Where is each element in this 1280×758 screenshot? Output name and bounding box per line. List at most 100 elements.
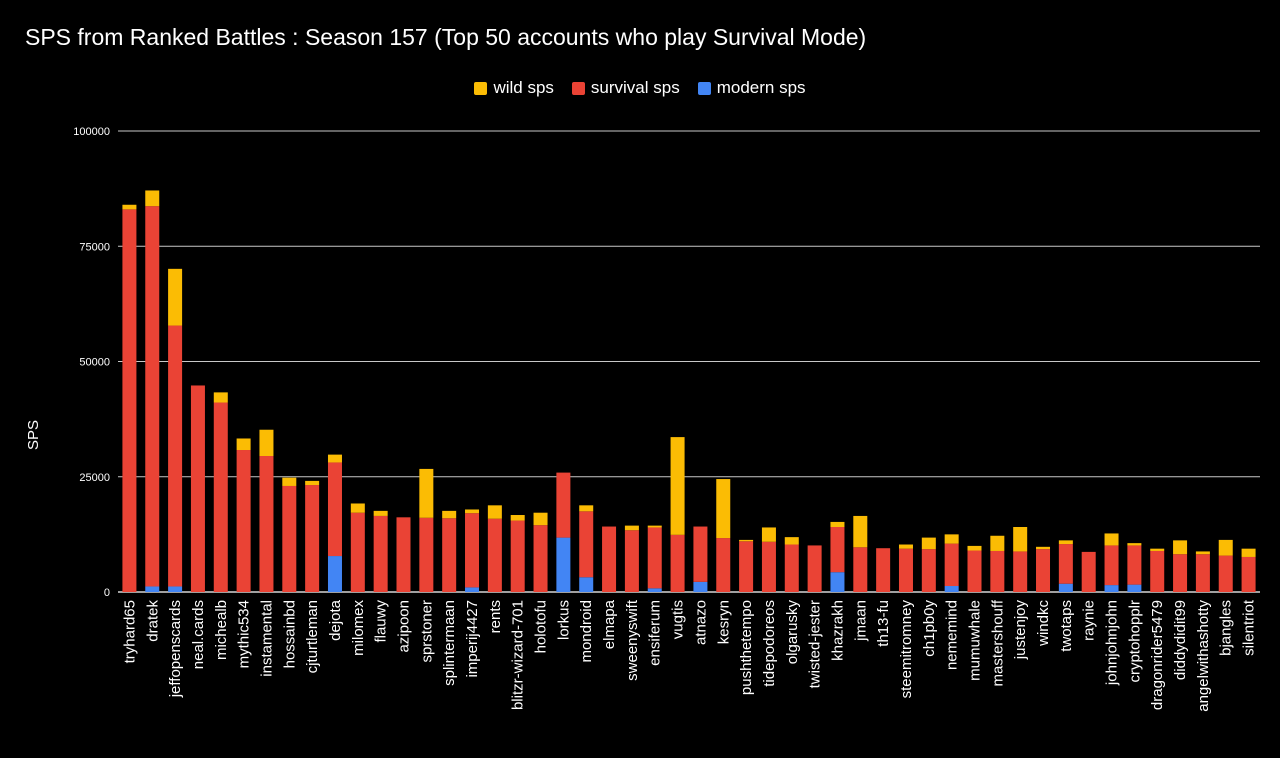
bar-segment-modern-jeffopenscards[interactable] bbox=[168, 586, 183, 592]
bar-segment-modern-khazrakh[interactable] bbox=[830, 572, 845, 592]
bar-segment-wild-ensiferum[interactable] bbox=[647, 525, 662, 528]
bar-segment-wild-rents[interactable] bbox=[487, 505, 502, 519]
bar-segment-survival-raynie[interactable] bbox=[1081, 551, 1096, 592]
bar-segment-survival-johnjohnjohn[interactable] bbox=[1104, 545, 1119, 586]
bar-segment-survival-khazrakh[interactable] bbox=[830, 526, 845, 573]
bar-segment-wild-holotofu[interactable] bbox=[533, 512, 548, 526]
bar-segment-wild-instamental[interactable] bbox=[259, 429, 274, 457]
bar-segment-wild-nememind[interactable] bbox=[944, 534, 959, 544]
bar-segment-survival-dratek[interactable] bbox=[145, 206, 160, 587]
bar-segment-wild-dejota[interactable] bbox=[327, 454, 342, 463]
bar-segment-wild-khazrakh[interactable] bbox=[830, 521, 845, 527]
bar-segment-survival-justenjoy[interactable] bbox=[1013, 551, 1028, 592]
bar-segment-survival-lorkus[interactable] bbox=[556, 472, 571, 538]
bar-segment-wild-mumuwhale[interactable] bbox=[967, 545, 982, 551]
bar-segment-wild-vugtis[interactable] bbox=[670, 437, 685, 535]
bar-segment-survival-twotaps[interactable] bbox=[1058, 544, 1073, 584]
bar-segment-wild-steemitromney[interactable] bbox=[898, 544, 913, 549]
bar-segment-survival-imperij4427[interactable] bbox=[465, 513, 480, 588]
bar-segment-wild-olgarusky[interactable] bbox=[784, 537, 799, 545]
bar-segment-survival-flauwy[interactable] bbox=[373, 515, 388, 592]
bar-segment-modern-twotaps[interactable] bbox=[1058, 583, 1073, 592]
bar-segment-survival-silentriot[interactable] bbox=[1241, 556, 1256, 592]
bar-segment-wild-diddydidit99[interactable] bbox=[1173, 540, 1188, 555]
bar-segment-wild-sweenyswift[interactable] bbox=[624, 525, 639, 531]
bar-segment-survival-atnazo[interactable] bbox=[693, 526, 708, 582]
bar-segment-wild-jeffopenscards[interactable] bbox=[168, 268, 183, 326]
bar-segment-survival-mumuwhale[interactable] bbox=[967, 550, 982, 592]
bar-segment-modern-ensiferum[interactable] bbox=[647, 588, 662, 592]
bar-segment-survival-ensiferum[interactable] bbox=[647, 527, 662, 589]
bar-segment-survival-pushthetempo[interactable] bbox=[739, 541, 754, 592]
bar-segment-wild-tryhard65[interactable] bbox=[122, 204, 137, 210]
bar-segment-wild-michealb[interactable] bbox=[213, 392, 228, 403]
bar-segment-modern-dratek[interactable] bbox=[145, 586, 160, 592]
bar-segment-survival-sweenyswift[interactable] bbox=[624, 530, 639, 592]
bar-segment-survival-tidepodoreos[interactable] bbox=[761, 541, 776, 592]
bar-segment-wild-cryptohopplr[interactable] bbox=[1127, 543, 1142, 546]
bar-segment-modern-cryptohopplr[interactable] bbox=[1127, 584, 1142, 592]
bar-segment-wild-silentriot[interactable] bbox=[1241, 548, 1256, 557]
bar-segment-survival-vugtis[interactable] bbox=[670, 534, 685, 592]
bar-segment-survival-cjturtleman[interactable] bbox=[305, 485, 320, 592]
bar-segment-modern-nememind[interactable] bbox=[944, 586, 959, 592]
bar-segment-wild-sprstoner[interactable] bbox=[419, 468, 434, 518]
bar-segment-wild-cjturtleman[interactable] bbox=[305, 480, 320, 486]
bar-segment-survival-splintermaan[interactable] bbox=[442, 518, 457, 592]
bar-segment-survival-ch1pb0y[interactable] bbox=[921, 549, 936, 592]
bar-segment-survival-holotofu[interactable] bbox=[533, 525, 548, 592]
bar-segment-survival-mastershouff[interactable] bbox=[990, 550, 1005, 592]
bar-segment-survival-angelwithashotty[interactable] bbox=[1195, 554, 1210, 592]
bar-segment-wild-ch1pb0y[interactable] bbox=[921, 537, 936, 550]
bar-segment-survival-diddydidit99[interactable] bbox=[1173, 554, 1188, 592]
bar-segment-wild-splintermaan[interactable] bbox=[442, 510, 457, 519]
bar-segment-survival-azipoon[interactable] bbox=[396, 517, 411, 592]
bar-segment-wild-bjangles[interactable] bbox=[1218, 539, 1233, 556]
bar-segment-modern-mondroid[interactable] bbox=[579, 577, 594, 592]
bar-segment-wild-pushthetempo[interactable] bbox=[739, 539, 754, 542]
bar-segment-survival-windkc[interactable] bbox=[1036, 549, 1051, 592]
bar-segment-survival-michealb[interactable] bbox=[213, 402, 228, 592]
bar-segment-survival-blitzr-wizard-701[interactable] bbox=[510, 520, 525, 592]
bar-segment-modern-imperij4427[interactable] bbox=[465, 587, 480, 592]
bar-segment-wild-tidepodoreos[interactable] bbox=[761, 527, 776, 542]
bar-segment-survival-cryptohopplr[interactable] bbox=[1127, 545, 1142, 585]
bar-segment-wild-mastershouff[interactable] bbox=[990, 535, 1005, 551]
legend-item-survival[interactable]: survival sps bbox=[571, 78, 680, 98]
bar-segment-wild-windkc[interactable] bbox=[1036, 546, 1051, 550]
bar-segment-survival-steemitromney[interactable] bbox=[898, 548, 913, 592]
bar-segment-survival-milomex[interactable] bbox=[350, 512, 365, 592]
bar-segment-modern-atnazo[interactable] bbox=[693, 581, 708, 592]
bar-segment-wild-milomex[interactable] bbox=[350, 503, 365, 513]
bar-segment-survival-rents[interactable] bbox=[487, 518, 502, 592]
bar-segment-survival-bjangles[interactable] bbox=[1218, 555, 1233, 592]
bar-segment-survival-kesryn[interactable] bbox=[716, 538, 731, 592]
bar-segment-wild-blitzr-wizard-701[interactable] bbox=[510, 515, 525, 521]
bar-segment-wild-twotaps[interactable] bbox=[1058, 540, 1073, 545]
bar-segment-wild-mondroid[interactable] bbox=[579, 505, 594, 512]
bar-segment-wild-justenjoy[interactable] bbox=[1013, 526, 1028, 552]
bar-segment-survival-th13-fu[interactable] bbox=[876, 548, 891, 592]
bar-segment-wild-flauwy[interactable] bbox=[373, 510, 388, 516]
bar-segment-survival-hossainbd[interactable] bbox=[282, 485, 297, 592]
bar-segment-wild-johnjohnjohn[interactable] bbox=[1104, 533, 1119, 546]
bar-segment-wild-dratek[interactable] bbox=[145, 190, 160, 207]
bar-segment-survival-mythic534[interactable] bbox=[236, 450, 251, 592]
bar-segment-modern-dejota[interactable] bbox=[327, 556, 342, 592]
legend-item-modern[interactable]: modern sps bbox=[697, 78, 806, 98]
legend-item-wild[interactable]: wild sps bbox=[474, 78, 554, 98]
bar-segment-modern-lorkus[interactable] bbox=[556, 537, 571, 592]
bar-segment-survival-dragonrider5479[interactable] bbox=[1150, 550, 1165, 592]
bar-segment-survival-nememind[interactable] bbox=[944, 543, 959, 587]
bar-segment-wild-jmaan[interactable] bbox=[853, 515, 868, 548]
bar-segment-wild-imperij4427[interactable] bbox=[465, 509, 480, 514]
bar-segment-wild-hossainbd[interactable] bbox=[282, 477, 297, 486]
bar-segment-wild-mythic534[interactable] bbox=[236, 438, 251, 451]
bar-segment-modern-johnjohnjohn[interactable] bbox=[1104, 585, 1119, 592]
bar-segment-survival-sprstoner[interactable] bbox=[419, 517, 434, 592]
bar-segment-wild-angelwithashotty[interactable] bbox=[1195, 551, 1210, 555]
bar-segment-survival-jmaan[interactable] bbox=[853, 547, 868, 592]
bar-segment-survival-olgarusky[interactable] bbox=[784, 544, 799, 592]
bar-segment-wild-dragonrider5479[interactable] bbox=[1150, 548, 1165, 551]
bar-segment-wild-kesryn[interactable] bbox=[716, 479, 731, 539]
